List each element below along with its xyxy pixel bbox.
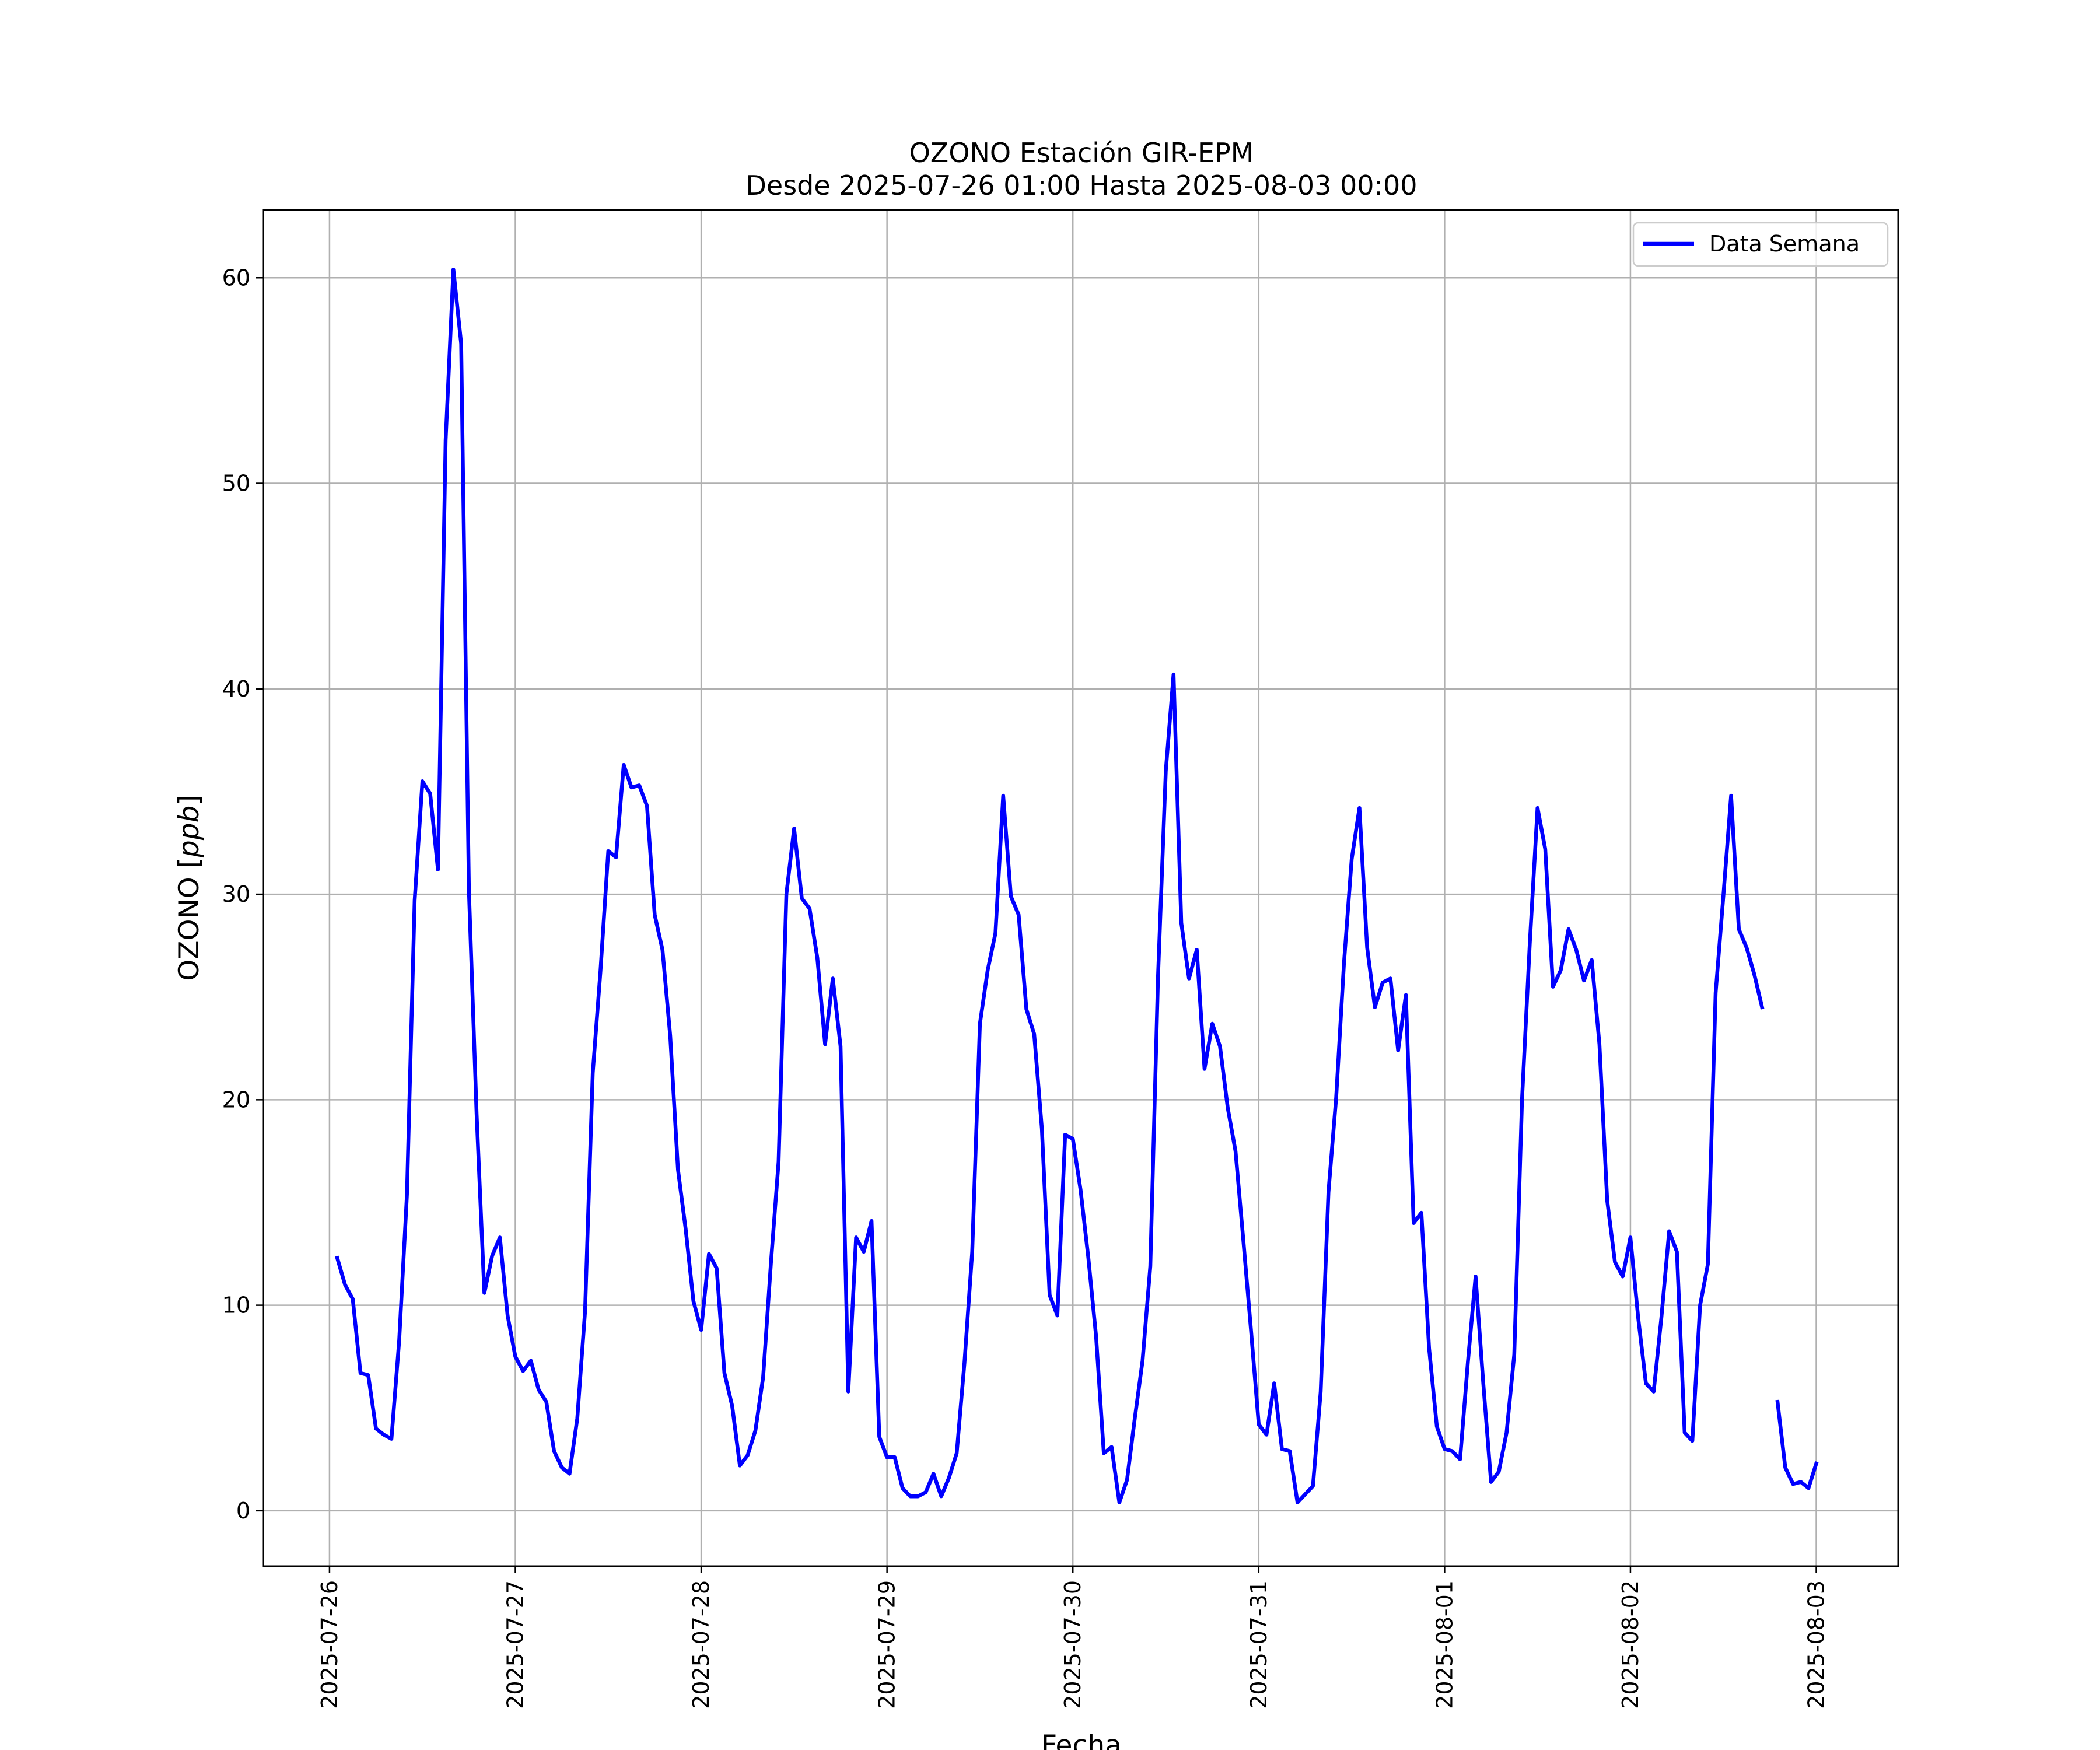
chart-subtitle: Desde 2025-07-26 01:00 Hasta 2025-08-03 … [746,170,1417,201]
series-line [1775,1399,1819,1490]
y-axis: 0 10 20 30 40 50 60 [222,265,263,1524]
y-tick-label: 40 [222,676,250,702]
x-axis-label: Fecha [1041,1730,1122,1750]
x-tick-label: 2025-07-26 [317,1580,342,1709]
y-tick-label: 0 [236,1498,250,1524]
x-tick-label: 2025-07-31 [1246,1580,1272,1709]
chart-title: OZONO Estación GIR-EPM [909,137,1254,169]
grid-lines [263,210,1898,1566]
x-tick-label: 2025-07-30 [1060,1580,1086,1709]
y-axis-label-prefix: OZONO [ [173,858,205,981]
y-tick-label: 30 [222,881,250,907]
y-axis-label: OZONO [ppb] [173,794,205,981]
x-tick-label: 2025-07-29 [874,1580,900,1709]
x-tick-label: 2025-08-02 [1618,1580,1643,1709]
x-tick-label: 2025-08-01 [1432,1580,1457,1709]
y-tick-label: 10 [222,1293,250,1318]
x-tick-label: 2025-07-27 [503,1580,528,1709]
data-series [335,267,1819,1505]
y-axis-label-suffix: ] [173,794,205,805]
x-axis: 2025-07-26 2025-07-27 2025-07-28 2025-07-29… [317,1566,1829,1709]
plot-frame [262,209,1899,1567]
series-line [335,267,1765,1505]
y-axis-label-unit: ppb [173,806,205,859]
y-tick-label: 50 [222,471,250,496]
x-tick-label: 2025-07-28 [688,1580,714,1709]
legend-box [1632,222,1889,267]
legend-label: Data Semana [1709,231,1860,257]
y-tick-label: 60 [222,265,250,290]
legend: Data Semana [1632,222,1889,267]
y-tick-label: 20 [222,1087,250,1112]
x-tick-label: 2025-08-03 [1804,1580,1829,1709]
